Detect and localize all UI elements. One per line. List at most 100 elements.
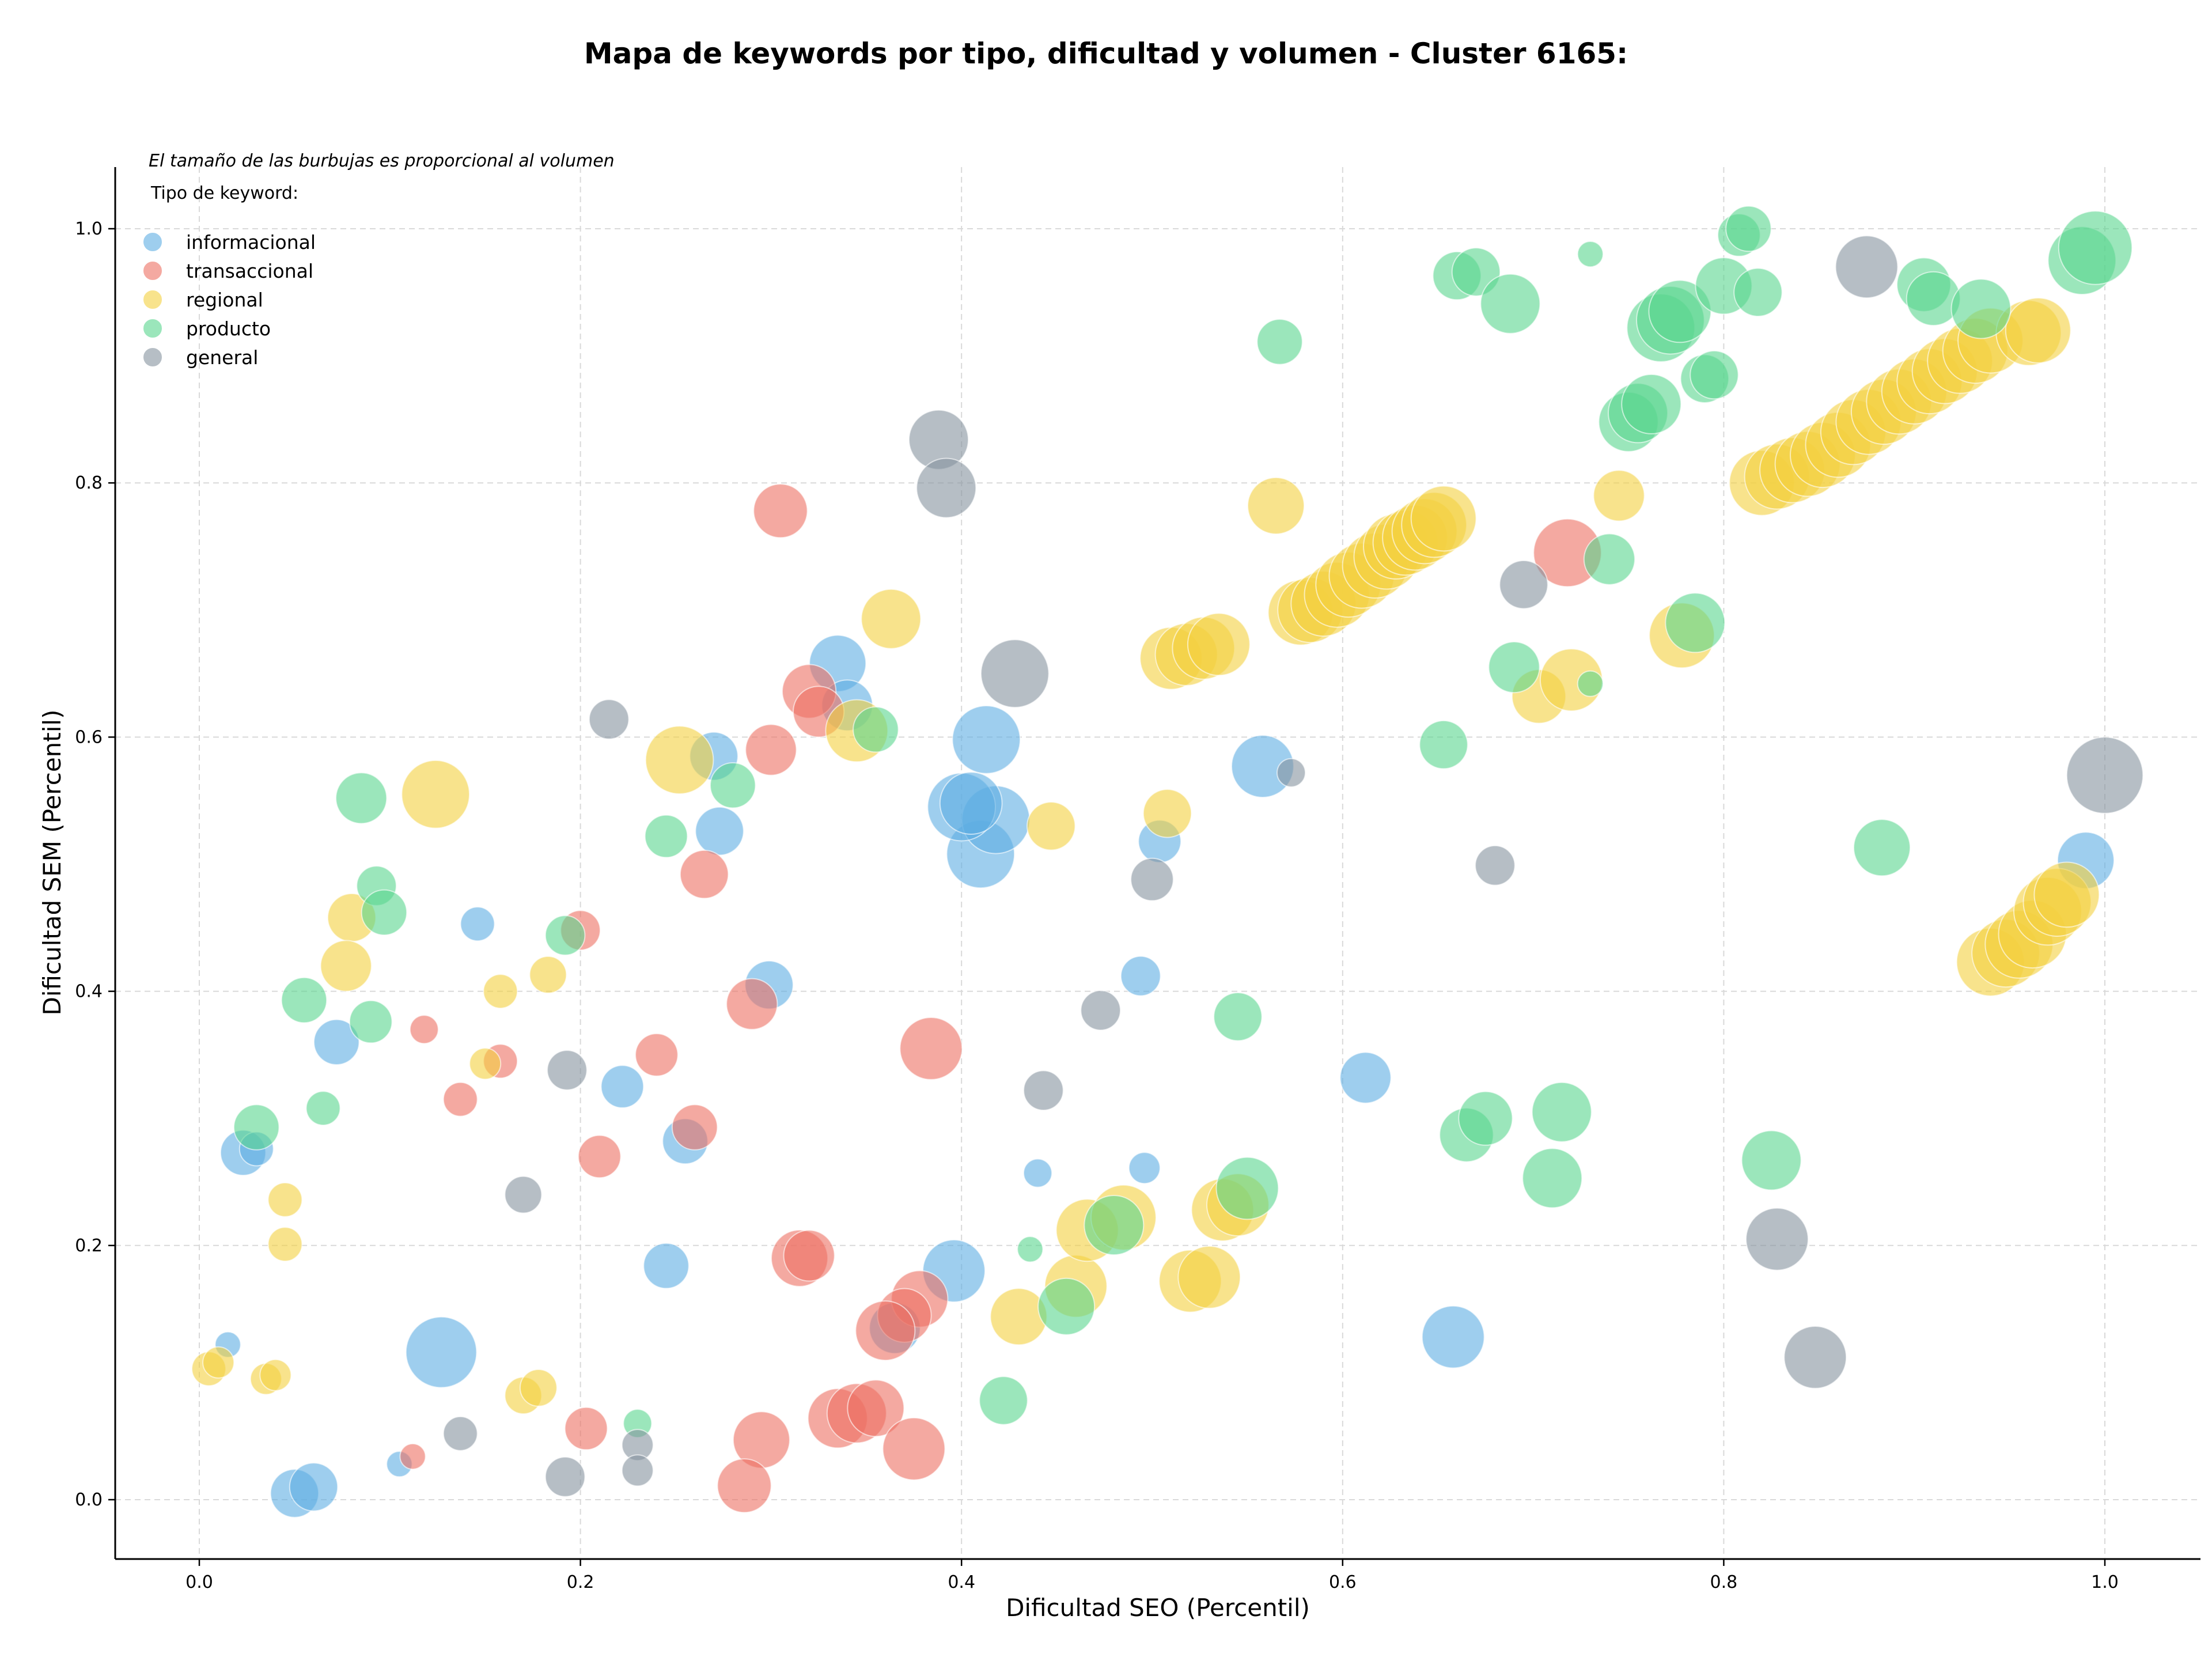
legend-label-general: general bbox=[186, 346, 258, 369]
volume-note: El tamaño de las burbujas es proporciona… bbox=[149, 151, 615, 171]
bubble-producto bbox=[1690, 350, 1739, 400]
bubble-regional bbox=[1410, 485, 1477, 552]
bubble-producto bbox=[1665, 592, 1726, 653]
bubble-transaccional bbox=[635, 1033, 679, 1077]
x-tick-label: 0.8 bbox=[1710, 1572, 1738, 1592]
bubble-regional bbox=[267, 1182, 303, 1217]
bubble-informacional bbox=[289, 1462, 339, 1512]
legend-marker-producto bbox=[142, 318, 163, 339]
bubble-informacional bbox=[1023, 1158, 1052, 1188]
bubble-regional bbox=[202, 1346, 235, 1379]
bubble-general bbox=[544, 1456, 586, 1497]
bubble-general bbox=[442, 1416, 478, 1451]
legend-marker-transaccional bbox=[142, 260, 163, 281]
bubble-producto bbox=[1577, 670, 1604, 697]
bubble-transaccional bbox=[679, 849, 729, 899]
bubble-general bbox=[621, 1454, 654, 1487]
bubble-informacional bbox=[695, 806, 744, 856]
bubble-producto bbox=[710, 762, 756, 809]
bubble-informacional bbox=[1421, 1305, 1485, 1369]
bubble-producto bbox=[1480, 273, 1541, 334]
bubble-transaccional bbox=[745, 724, 797, 776]
bubble-producto bbox=[1084, 1195, 1145, 1255]
bubble-producto bbox=[644, 814, 688, 858]
bubble-producto bbox=[1419, 720, 1468, 770]
bubble-general bbox=[916, 457, 977, 519]
bubble-general bbox=[2066, 736, 2144, 814]
bubble-regional bbox=[1247, 476, 1305, 535]
bubble-layer bbox=[191, 205, 2144, 1518]
bubble-producto bbox=[544, 915, 586, 956]
bubble-regional bbox=[1187, 612, 1251, 676]
bubble-regional bbox=[1142, 789, 1192, 838]
bubble-producto bbox=[1215, 1156, 1279, 1220]
bubble-regional bbox=[1593, 470, 1645, 522]
bubble-general bbox=[547, 1050, 588, 1091]
bubble-regional bbox=[645, 725, 714, 794]
bubble-general bbox=[1023, 1070, 1064, 1111]
ticks: 0.0 0.2 0.4 0.6 0.8 1.0 0.0 0.2 0.4 0.6 0.8 1.0 bbox=[75, 219, 2119, 1592]
bubble-informacional bbox=[939, 771, 1003, 835]
bubble-informacional bbox=[460, 906, 495, 942]
bubble-producto bbox=[1583, 533, 1635, 585]
bubble-transaccional bbox=[409, 1015, 439, 1045]
legend: Tipo de keyword: informacional transaccio… bbox=[142, 183, 316, 369]
bubble-producto bbox=[1531, 1081, 1592, 1142]
bubble-informacional bbox=[1128, 1152, 1161, 1185]
bubble-informacional bbox=[643, 1242, 690, 1289]
y-tick-label: 0.4 bbox=[75, 982, 103, 1002]
bubble-general bbox=[1277, 758, 1306, 788]
bubble-transaccional bbox=[855, 1300, 916, 1361]
bubble-producto bbox=[1577, 241, 1604, 268]
bubble-general bbox=[1475, 845, 1516, 886]
bubble-transaccional bbox=[882, 1417, 946, 1481]
bubble-transaccional bbox=[753, 483, 808, 539]
bubble-general bbox=[588, 699, 630, 740]
bubble-producto bbox=[1522, 1148, 1583, 1209]
legend-label-producto: producto bbox=[186, 317, 271, 340]
bubble-producto bbox=[1853, 819, 1911, 877]
bubble-transaccional bbox=[847, 1379, 905, 1437]
bubble-regional bbox=[2033, 861, 2100, 928]
x-tick-label: 1.0 bbox=[2091, 1572, 2119, 1592]
x-tick-label: 0.4 bbox=[948, 1572, 975, 1592]
bubble-producto bbox=[1017, 1236, 1044, 1263]
y-tick-label: 0.2 bbox=[75, 1236, 103, 1256]
axes bbox=[114, 167, 2200, 1560]
bubble-transaccional bbox=[726, 978, 778, 1030]
bubble-regional bbox=[320, 940, 372, 992]
legend-label-transaccional: transaccional bbox=[186, 260, 313, 282]
bubble-producto bbox=[233, 1104, 280, 1151]
y-tick-label: 0.6 bbox=[75, 727, 103, 747]
bubble-informacional bbox=[405, 1316, 478, 1388]
x-tick-label: 0.0 bbox=[185, 1572, 213, 1592]
bubble-informacional bbox=[1120, 955, 1161, 997]
bubble-transaccional bbox=[442, 1081, 478, 1117]
bubble-informacional bbox=[952, 705, 1021, 774]
bubble-regional bbox=[267, 1227, 303, 1262]
bubble-producto bbox=[2058, 210, 2133, 285]
bubble-general bbox=[1835, 235, 1899, 299]
bubble-producto bbox=[1950, 278, 2012, 339]
bubble-regional bbox=[483, 974, 518, 1009]
bubble-informacional bbox=[1339, 1051, 1392, 1104]
y-tick-label: 1.0 bbox=[75, 219, 103, 239]
bubble-transaccional bbox=[899, 1017, 963, 1080]
bubble-transaccional bbox=[577, 1134, 622, 1179]
bubble-producto bbox=[1213, 992, 1263, 1042]
bubble-general bbox=[980, 639, 1050, 708]
bubble-producto bbox=[1488, 641, 1540, 694]
bubble-general bbox=[1499, 560, 1548, 610]
legend-label-regional: regional bbox=[186, 289, 263, 311]
bubble-general bbox=[1080, 990, 1121, 1031]
bubble-general bbox=[504, 1175, 543, 1214]
bubble-producto bbox=[979, 1376, 1028, 1425]
bubble-regional bbox=[861, 588, 922, 649]
bubble-producto bbox=[1256, 319, 1303, 365]
bubble-regional bbox=[529, 956, 567, 994]
bubble-regional bbox=[2005, 297, 2071, 364]
y-axis-title: Dificultad SEM (Percentil) bbox=[38, 710, 66, 1016]
bubble-regional bbox=[469, 1047, 502, 1080]
legend-marker-general bbox=[142, 347, 163, 368]
